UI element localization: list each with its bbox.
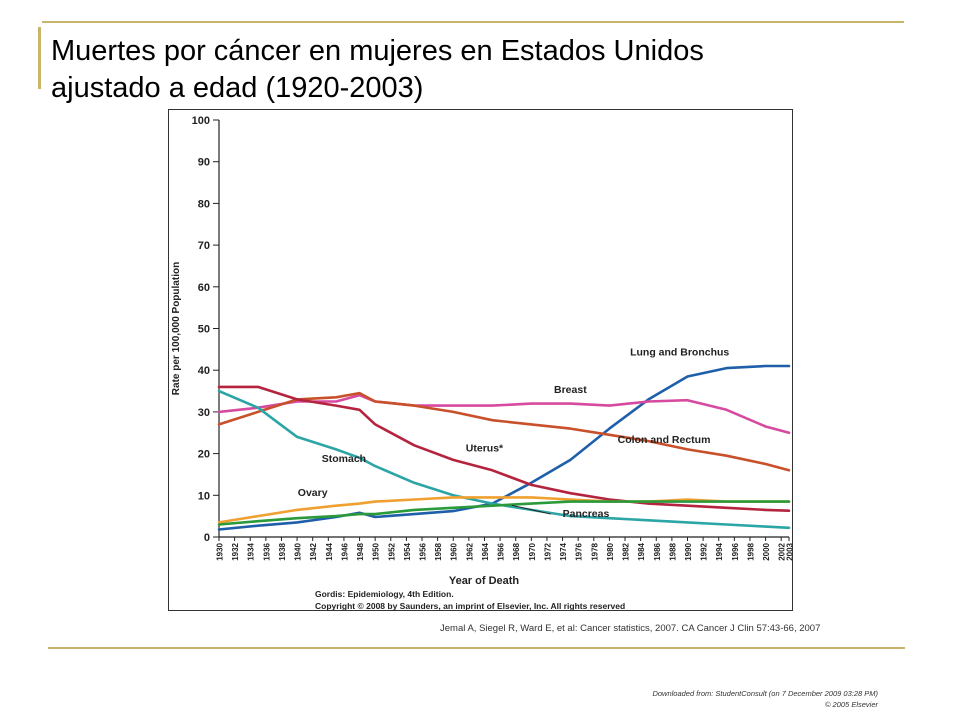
x-tick-label: 1968 [512, 542, 521, 560]
x-tick-label: 1948 [356, 542, 365, 560]
x-tick-label: 2003 [786, 542, 793, 560]
x-tick-label: 1994 [715, 542, 724, 560]
x-tick-label: 1990 [684, 542, 693, 560]
x-tick-label: 1950 [372, 542, 381, 560]
x-tick-label: 1946 [340, 542, 349, 560]
y-tick-label: 100 [192, 115, 210, 127]
x-tick-label: 1992 [700, 542, 709, 560]
title-line-2: ajustado a edad (1920-2003) [51, 72, 424, 104]
y-axis-title: Rate per 100,000 Population [171, 262, 182, 395]
x-tick-label: 1938 [278, 542, 287, 560]
x-tick-label: 1954 [403, 542, 412, 560]
x-tick-label: 1988 [668, 542, 677, 560]
bottom-rule [48, 647, 905, 649]
x-tick-label: 1930 [216, 542, 225, 560]
download-note: Downloaded from: StudentConsult (on 7 De… [652, 688, 878, 710]
x-tick-label: 1956 [419, 542, 428, 560]
series-line [217, 393, 791, 435]
series-label: Colon and Rectum [618, 434, 711, 446]
y-tick-label: 20 [198, 449, 210, 461]
x-tick-label: 1944 [325, 542, 334, 560]
x-tick-label: 1964 [481, 542, 490, 560]
x-tick-label: 1940 [294, 542, 303, 560]
series-label: Lung and Bronchus [630, 347, 729, 359]
top-rule [42, 21, 904, 23]
y-tick-label: 80 [198, 198, 210, 210]
series-label: Stomach [322, 453, 366, 465]
chart-figure: 0 10 20 30 40 50 60 70 80 90 100 1930 1932 1934 1936 19… [168, 109, 793, 611]
y-tick-label: 90 [198, 157, 210, 169]
x-axis-title: Year of Death [449, 575, 520, 587]
series-label: Breast [554, 384, 587, 396]
x-tick-label: 1958 [434, 542, 443, 560]
credit-line-2: Copyright © 2008 by Saunders, an imprint… [315, 601, 625, 610]
y-tick-label: 60 [198, 282, 210, 294]
download-line-1: Downloaded from: StudentConsult (on 7 De… [652, 689, 878, 698]
series-line [217, 389, 791, 530]
y-tick-label: 0 [204, 532, 210, 544]
series-label: Pancreas [563, 508, 610, 520]
line-chart: 0 10 20 30 40 50 60 70 80 90 100 1930 1932 1934 1936 19… [171, 115, 793, 610]
citation-text: Jemal A, Siegel R, Ward E, et al: Cancer… [440, 623, 821, 634]
x-tick-label: 1962 [465, 542, 474, 560]
y-tick-label: 50 [198, 324, 210, 336]
y-tick-label: 10 [198, 490, 210, 502]
x-tick-label: 1996 [731, 542, 740, 560]
x-tick-label: 1984 [637, 542, 646, 560]
y-tick-label: 70 [198, 240, 210, 252]
x-tick-label: 1978 [590, 542, 599, 560]
x-tick-label: 1960 [450, 542, 459, 560]
x-tick-label: 1982 [622, 542, 631, 560]
x-tick-label: 1998 [746, 542, 755, 560]
y-tick-label: 30 [198, 407, 210, 419]
series-label: Ovary [298, 487, 328, 499]
x-tick-label: 1980 [606, 542, 615, 560]
series-line [217, 496, 791, 524]
x-tick-label: 1986 [653, 542, 662, 560]
x-tick-label: 1942 [309, 542, 318, 560]
x-tick-label: 1966 [497, 542, 506, 560]
x-tick-label: 1932 [231, 542, 240, 560]
y-tick-label: 40 [198, 365, 210, 377]
x-tick-label: 1970 [528, 542, 537, 560]
left-accent-bar [38, 27, 41, 89]
x-tick-label: 1974 [559, 542, 568, 560]
x-tick-label: 2002 [778, 542, 787, 560]
download-line-2: © 2005 Elsevier [824, 700, 878, 709]
slide-title: Muertes por cáncer en mujeres en Estados… [51, 33, 851, 107]
series-line [217, 385, 791, 513]
x-tick-label: 1952 [387, 542, 396, 560]
x-tick-label: 1976 [575, 542, 584, 560]
series-line [217, 391, 791, 472]
pancreas-pointer [511, 504, 551, 515]
title-line-1: Muertes por cáncer en mujeres en Estados… [51, 35, 704, 67]
credit-line-1: Gordis: Epidemiology, 4th Edition. [315, 589, 454, 599]
series-label: Uterus* [466, 443, 504, 455]
series-line [217, 500, 791, 526]
x-tick-label: 1934 [247, 542, 256, 560]
x-tick-label: 2000 [762, 542, 771, 560]
x-tick-label: 1972 [543, 542, 552, 560]
x-tick-label: 1936 [262, 542, 271, 560]
